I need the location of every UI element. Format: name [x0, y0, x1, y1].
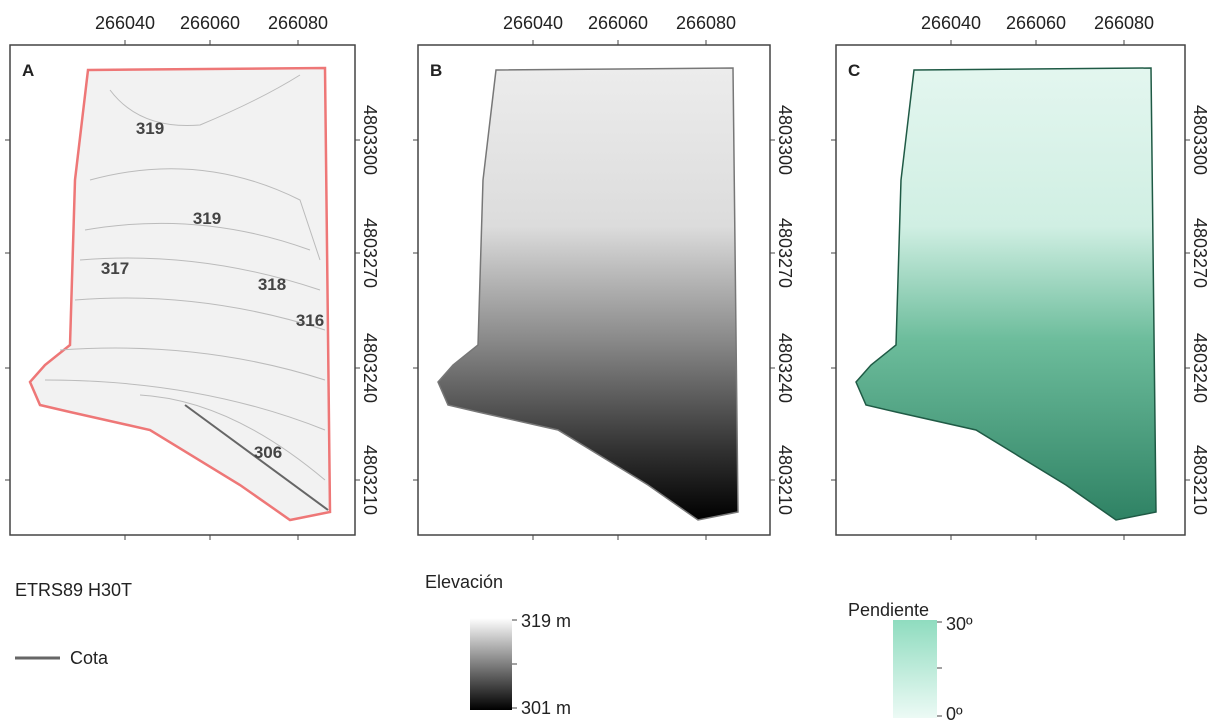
contour-label: 319 [136, 119, 164, 138]
y-tick-label: 4803240 [360, 333, 380, 403]
contour-label: 306 [254, 443, 282, 462]
elevation-max: 319 m [521, 611, 571, 631]
x-tick-label: 266040 [921, 13, 981, 33]
x-tick-label: 266040 [95, 13, 155, 33]
slope-colorbar [893, 620, 937, 718]
x-tick-label: 266080 [676, 13, 736, 33]
y-tick-label: 4803240 [775, 333, 795, 403]
contour-label: 319 [193, 209, 221, 228]
elevation-min: 301 m [521, 698, 571, 718]
contour-label: 316 [296, 311, 324, 330]
x-tick-label: 266060 [1006, 13, 1066, 33]
crs-label: ETRS89 H30T [15, 580, 132, 600]
panel-letter: C [848, 61, 860, 80]
y-tick-label: 4803210 [775, 445, 795, 515]
panel-letter: B [430, 61, 442, 80]
y-tick-label: 4803300 [775, 105, 795, 175]
panel-letter: A [22, 61, 34, 80]
y-tick-label: 4803240 [1190, 333, 1210, 403]
figure: ETRS89 H30T Cota Elevación 319 m 301 m P… [0, 0, 1217, 724]
x-tick-label: 266080 [1094, 13, 1154, 33]
slope-title: Pendiente [848, 600, 929, 620]
map-a [10, 45, 355, 535]
y-tick-label: 4803270 [360, 218, 380, 288]
contour-label: 317 [101, 259, 129, 278]
y-tick-label: 4803300 [1190, 105, 1210, 175]
slope-min: 0º [946, 704, 963, 724]
y-tick-label: 4803270 [1190, 218, 1210, 288]
map-c [836, 45, 1185, 535]
x-tick-label: 266080 [268, 13, 328, 33]
x-tick-label: 266060 [588, 13, 648, 33]
contour-legend: Cota [70, 648, 109, 668]
x-tick-label: 266060 [180, 13, 240, 33]
elevation-colorbar [470, 618, 512, 710]
y-tick-label: 4803270 [775, 218, 795, 288]
y-tick-label: 4803210 [1190, 445, 1210, 515]
slope-max: 30º [946, 614, 973, 634]
y-tick-label: 4803210 [360, 445, 380, 515]
y-tick-label: 4803300 [360, 105, 380, 175]
x-tick-label: 266040 [503, 13, 563, 33]
map-b [418, 45, 770, 535]
contour-label: 318 [258, 275, 286, 294]
elevation-title: Elevación [425, 572, 503, 592]
